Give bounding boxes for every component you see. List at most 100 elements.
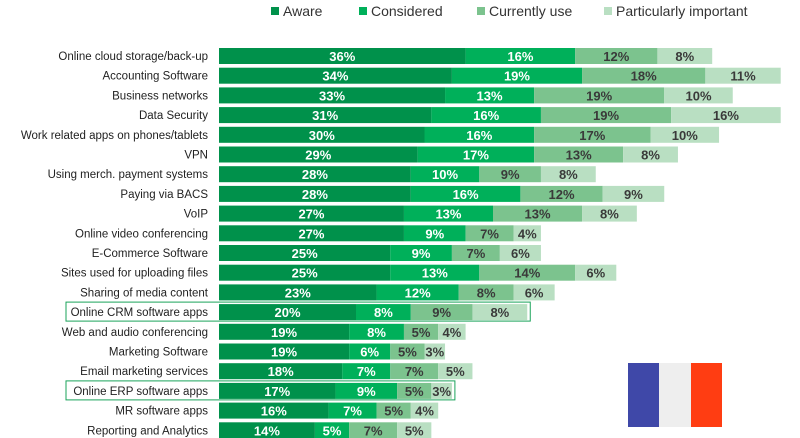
legend-swatch-aware (271, 7, 279, 15)
data-label: 4% (415, 404, 434, 419)
bar-aware (219, 382, 336, 399)
category-label: Email marketing services (80, 366, 208, 378)
data-label: 11% (730, 69, 756, 84)
bar-currently-use (451, 245, 500, 261)
category-label: Online CRM software apps (71, 307, 209, 319)
bar-particularly-important (438, 323, 466, 340)
bar-currently-use (465, 225, 514, 242)
data-label: 30% (309, 128, 335, 143)
bar-currently-use (397, 382, 432, 399)
data-label: 10% (672, 128, 698, 143)
data-label: 14% (254, 423, 280, 438)
bar-considered (403, 225, 466, 242)
bar-currently-use (479, 166, 541, 183)
bar-aware (219, 304, 356, 321)
bar-particularly-important (575, 264, 617, 281)
bar-considered (335, 382, 398, 399)
data-label: 19% (586, 88, 612, 103)
data-label: 12% (548, 187, 574, 202)
legend-label-particularly-important: Particularly important (616, 3, 748, 19)
flag-stripe-red (690, 363, 722, 427)
data-label: 16% (453, 187, 479, 202)
data-label: 8% (675, 49, 694, 64)
bar-particularly-important (410, 402, 439, 419)
bar-particularly-important (513, 225, 541, 242)
bar-aware (219, 146, 418, 163)
bar-particularly-important (671, 107, 781, 124)
bar-currently-use (349, 422, 398, 438)
data-label: 16% (466, 128, 492, 143)
data-label: 9% (412, 246, 431, 261)
bar-aware (219, 185, 411, 202)
category-label: E-Commerce Software (92, 248, 208, 260)
category-label: Sites used for uploading files (61, 268, 208, 280)
bar-aware (219, 323, 350, 340)
data-label: 8% (490, 305, 509, 320)
data-label: 10% (432, 167, 458, 182)
bar-aware (219, 205, 404, 222)
data-label: 4% (443, 325, 462, 340)
bar-aware (219, 107, 432, 124)
highlight-box (65, 380, 456, 401)
highlight-box (65, 301, 531, 322)
bar-considered (376, 284, 459, 301)
data-label: 9% (432, 305, 451, 320)
data-label: 36% (329, 49, 355, 64)
category-label: MR software apps (115, 406, 208, 418)
data-label: 8% (559, 167, 578, 182)
bar-particularly-important (705, 67, 781, 84)
bar-currently-use (540, 107, 672, 124)
bar-considered (445, 87, 535, 104)
data-label: 34% (322, 69, 348, 84)
bar-currently-use (534, 87, 665, 104)
data-label: 14% (514, 266, 540, 281)
bar-currently-use (390, 363, 439, 380)
category-label: Accounting Software (103, 71, 208, 83)
bar-aware (219, 363, 343, 380)
category-label: Paying via BACS (120, 189, 208, 201)
data-label: 16% (261, 404, 287, 419)
bar-particularly-important (397, 422, 432, 438)
data-label: 9% (501, 167, 520, 182)
data-label: 23% (285, 285, 311, 300)
data-label: 25% (292, 246, 318, 261)
bar-considered (349, 343, 391, 360)
bar-aware (219, 67, 452, 84)
bar-aware (219, 343, 350, 360)
bar-currently-use (575, 48, 658, 64)
data-label: 5% (384, 404, 403, 419)
data-label: 8% (600, 207, 619, 222)
data-label: 3% (425, 345, 444, 360)
bar-particularly-important (431, 382, 452, 399)
data-label: 18% (631, 69, 657, 84)
category-label: Web and audio conferencing (62, 327, 208, 339)
data-label: 16% (507, 49, 533, 64)
data-label: 5% (323, 423, 342, 438)
bar-currently-use (403, 323, 439, 340)
bar-considered (390, 264, 480, 281)
bar-aware (219, 48, 466, 64)
data-label: 17% (264, 384, 290, 399)
bar-currently-use (458, 284, 514, 301)
data-label: 5% (405, 423, 424, 438)
bar-considered (410, 185, 521, 202)
data-label: 16% (473, 108, 499, 123)
bar-currently-use (520, 185, 603, 202)
category-label: Sharing of media content (80, 287, 209, 299)
data-label: 27% (298, 226, 324, 241)
bar-currently-use (376, 402, 411, 419)
data-label: 9% (357, 384, 376, 399)
bar-considered (356, 304, 411, 321)
data-label: 12% (405, 285, 431, 300)
category-label: Online video conferencing (75, 228, 208, 240)
bar-aware (219, 422, 315, 438)
bar-particularly-important (424, 343, 446, 360)
bar-considered (342, 363, 391, 380)
category-label: Business networks (112, 90, 208, 102)
category-label: Online cloud storage/back-up (58, 51, 208, 63)
data-label: 8% (367, 325, 386, 340)
data-label: 10% (685, 88, 711, 103)
category-label: VPN (184, 150, 208, 162)
bar-considered (328, 402, 377, 419)
